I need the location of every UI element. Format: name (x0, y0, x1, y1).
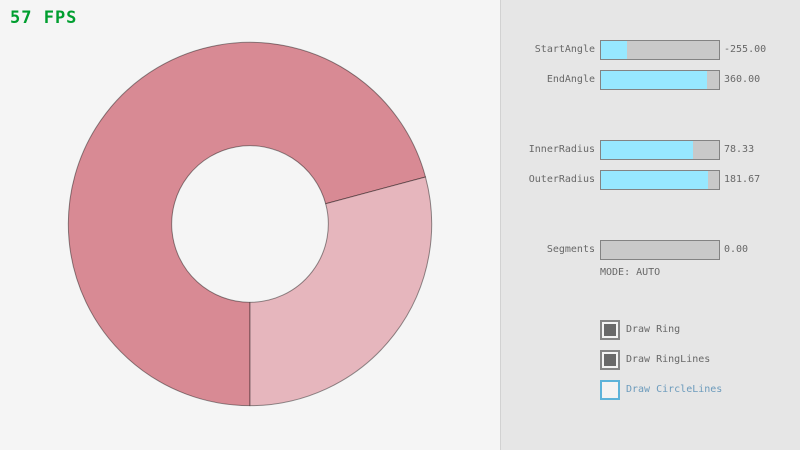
slider-start-angle[interactable] (600, 40, 720, 60)
slider-value-start-angle: -255.00 (724, 44, 767, 55)
slider-row-inner-radius: InnerRadius 78.33 (501, 140, 800, 160)
slider-label-end-angle: EndAngle (546, 74, 595, 85)
slider-label-outer-radius: OuterRadius (528, 174, 595, 185)
check-mark-icon (604, 354, 616, 366)
checkbox-draw-ring-lines[interactable] (600, 350, 620, 370)
checkbox-draw-circle-lines[interactable] (600, 380, 620, 400)
slider-label-segments: Segments (546, 244, 595, 255)
slider-fill-start-angle (601, 41, 627, 59)
check-mark-icon (604, 324, 616, 336)
slider-end-angle[interactable] (600, 70, 720, 90)
slider-fill-inner-radius (601, 141, 694, 159)
slider-segments[interactable] (600, 240, 720, 260)
slider-outer-radius[interactable] (600, 170, 720, 190)
checkbox-row-draw-ring-lines: Draw RingLines (501, 350, 800, 370)
slider-value-inner-radius: 78.33 (724, 144, 755, 155)
checkbox-label-draw-circle-lines: Draw CircleLines (626, 384, 723, 395)
checkbox-label-draw-ring-lines: Draw RingLines (626, 354, 711, 365)
checkbox-row-draw-ring: Draw Ring (501, 320, 800, 340)
slider-row-end-angle: EndAngle 360.00 (501, 70, 800, 90)
control-panel: StartAngle -255.00 EndAngle 360.00 InnerRadi… (500, 0, 800, 450)
slider-inner-radius[interactable] (600, 140, 720, 160)
checkbox-draw-ring[interactable] (600, 320, 620, 340)
slider-fill-end-angle (601, 71, 708, 89)
slider-row-start-angle: StartAngle -255.00 (501, 40, 800, 60)
slider-value-outer-radius: 181.67 (724, 174, 761, 185)
slider-label-start-angle: StartAngle (534, 44, 595, 55)
checkbox-row-draw-circle-lines: Draw CircleLines (501, 380, 800, 400)
ring-sector-single-coverage (249, 176, 433, 407)
checkbox-label-draw-ring: Draw Ring (626, 324, 681, 335)
segments-mode-text: MODE: AUTO (600, 267, 661, 278)
slider-label-inner-radius: InnerRadius (528, 144, 595, 155)
slider-fill-outer-radius (601, 171, 709, 189)
ring-canvas (67, 41, 433, 407)
slider-row-outer-radius: OuterRadius 181.67 (501, 170, 800, 190)
slider-value-segments: 0.00 (724, 244, 749, 255)
slider-row-segments: Segments 0.00 (501, 240, 800, 260)
ring-sector-double-coverage (67, 41, 427, 407)
slider-value-end-angle: 360.00 (724, 74, 761, 85)
fps-counter: 57 FPS (10, 8, 78, 28)
